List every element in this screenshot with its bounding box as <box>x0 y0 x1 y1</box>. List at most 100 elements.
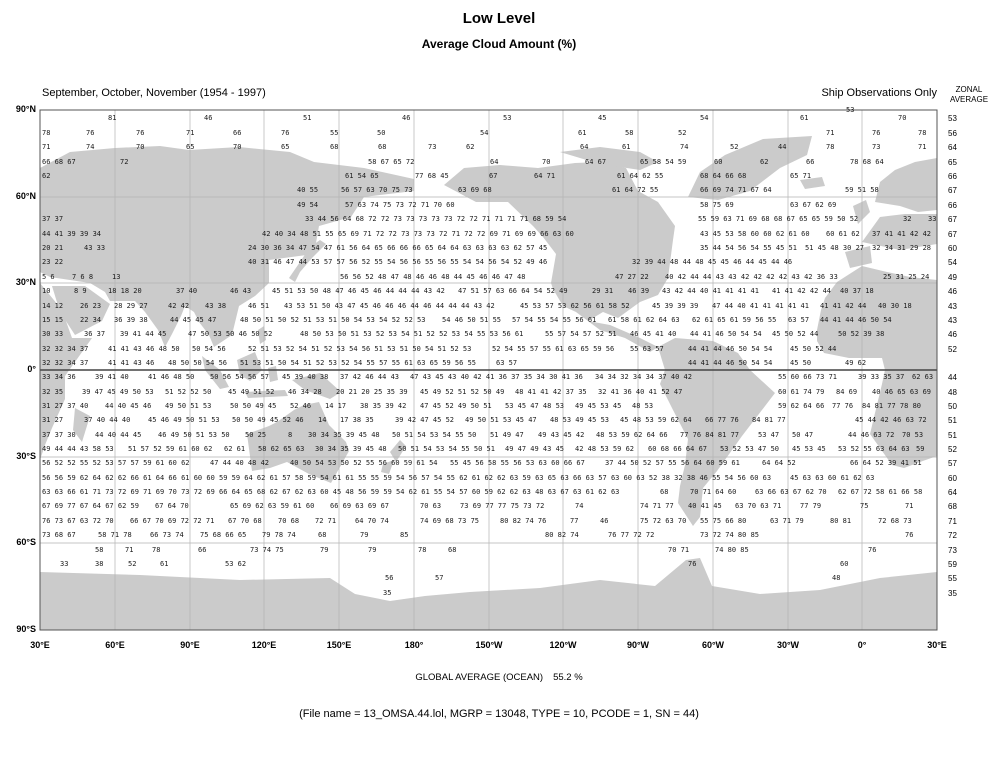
cloud-amount-values: 40 31 46 47 44 53 57 57 56 52 55 54 56 5… <box>248 258 548 266</box>
cloud-amount-values: 28 29 27 <box>114 302 148 310</box>
longitude-label: 0° <box>857 640 867 650</box>
cloud-amount-values: 51 53 51 50 54 51 52 53 52 54 55 57 55 6… <box>240 359 477 367</box>
cloud-amount-values: 59 62 64 66 <box>778 402 825 410</box>
cloud-amount-values: 76 <box>688 560 697 568</box>
cloud-amount-values: 76 <box>868 546 877 554</box>
zonal-average-value: 35 <box>948 589 957 598</box>
cloud-amount-values: 80 82 74 <box>545 531 579 539</box>
latitude-label: 60°N <box>15 191 36 201</box>
cloud-amount-values: 34 34 32 34 34 37 40 42 <box>595 373 692 381</box>
cloud-amount-values: 55 59 63 71 69 68 68 67 65 65 59 50 52 <box>698 215 859 223</box>
zonal-average-value: 52 <box>948 345 957 354</box>
cloud-amount-values: 68 <box>318 531 327 539</box>
cloud-amount-values: 53 52 53 47 50 <box>720 445 780 453</box>
cloud-amount-values: 50 50 49 45 <box>230 402 277 410</box>
cloud-amount-values: 75 72 63 70 <box>640 517 687 525</box>
iceland <box>800 177 825 189</box>
cloud-amount-values: 57 54 55 54 55 56 61 <box>512 316 597 324</box>
cloud-amount-values: 39 33 35 37 <box>858 373 905 381</box>
cloud-amount-values: 56 56 52 48 47 48 46 46 48 44 45 46 46 4… <box>340 273 526 281</box>
cloud-amount-values: 55 <box>330 129 339 137</box>
cloud-amount-values: 62 <box>760 158 769 166</box>
cloud-amount-values: 39 47 45 49 50 53 <box>82 388 154 396</box>
cloud-amount-values: 45 44 42 46 63 72 <box>855 416 927 424</box>
cloud-amount-values: 79 <box>360 531 369 539</box>
cloud-amount-values: 63 66 63 67 62 70 <box>755 488 827 496</box>
cloud-amount-values: 52 <box>678 129 687 137</box>
cloud-amount-values: 44 41 44 46 50 54 <box>820 316 892 324</box>
cloud-amount-values: 78 <box>826 143 835 151</box>
cloud-amount-values: 53 <box>846 106 855 114</box>
cloud-amount-values: 45 50 <box>790 359 812 367</box>
longitude-label: 60°W <box>701 640 725 650</box>
cloud-amount-values: 79 <box>320 546 329 554</box>
cloud-amount-values: 66 77 76 <box>705 416 739 424</box>
cloud-amount-values: 46 51 <box>248 302 270 310</box>
cloud-amount-values: 62 63 <box>912 373 934 381</box>
cloud-amount-values: 66 64 52 39 41 51 <box>850 459 922 467</box>
cloud-amount-values: 10 <box>42 287 51 295</box>
cloud-amount-values: 44 45 45 47 <box>170 316 217 324</box>
cloud-amount-values: 40 50 54 53 50 52 55 56 60 59 61 54 <box>290 459 438 467</box>
cloud-amount-values: 48 50 51 50 52 51 53 51 50 54 53 54 52 5… <box>240 316 426 324</box>
cloud-amount-values: 56 56 59 62 64 62 62 66 61 64 66 61 60 6… <box>42 474 772 482</box>
file-info-line: (File name = 13_OMSA.44.lol, MGRP = 1304… <box>299 708 699 720</box>
season-label: September, October, November (1954 - 199… <box>42 87 266 99</box>
cloud-amount-values: 73 69 77 77 75 73 72 <box>460 502 545 510</box>
cloud-amount-values: 25 31 25 24 <box>883 273 930 281</box>
cloud-amount-values: 71 <box>186 129 195 137</box>
cloud-amount-values: 54 <box>700 114 709 122</box>
longitude-label: 150°W <box>475 640 503 650</box>
cloud-amount-values: 46 34 28 <box>288 388 322 396</box>
zonal-average-value: 46 <box>948 287 957 296</box>
cloud-amount-values: 80 81 <box>830 517 852 525</box>
cloud-amount-values: 17 38 35 <box>340 416 374 424</box>
cloud-amount-values: 61 <box>578 129 587 137</box>
cloud-amount-values: 56 <box>385 574 394 582</box>
cloud-amount-values: 62 61 65 61 59 56 55 <box>692 316 777 324</box>
cloud-amount-values: 46 39 <box>628 287 650 295</box>
zonal-average-value: 72 <box>948 531 957 540</box>
cloud-amount-values: 49 47 49 43 45 <box>505 445 565 453</box>
zonal-average-value: 64 <box>948 143 957 152</box>
cloud-amount-values: 62 <box>42 172 51 180</box>
cloud-amount-values: 64 71 <box>534 172 556 180</box>
cloud-amount-values: 32 34 31 29 28 <box>872 244 932 252</box>
cloud-amount-values: 65 71 <box>790 172 812 180</box>
cloud-amount-values: 68 <box>330 143 339 151</box>
cloud-amount-values: 71 <box>42 143 51 151</box>
cloud-amount-values: 47 43 45 43 40 42 41 36 37 35 34 30 41 3… <box>410 373 583 381</box>
cloud-amount-values: 65 <box>281 143 290 151</box>
zonal-average-value: 49 <box>948 273 957 282</box>
cloud-amount-values: 7 6 8 <box>72 273 94 281</box>
cloud-amount-values: 70 63 <box>420 502 442 510</box>
cloud-amount-values: 65 69 62 63 59 61 60 <box>230 502 315 510</box>
cloud-amount-values: 71 <box>918 143 927 151</box>
cloud-amount-values: 48 41 41 42 37 35 <box>515 388 587 396</box>
cloud-amount-values: 55 75 66 80 <box>700 517 747 525</box>
cloud-amount-values: 56 52 52 55 52 53 57 57 59 61 60 62 <box>42 459 190 467</box>
cloud-amount-values: 43 33 <box>84 244 106 252</box>
cloud-amount-values: 74 <box>575 502 584 510</box>
cloud-amount-values: 49 50 51 53 <box>165 402 212 410</box>
cloud-amount-values: 47 51 57 63 66 64 54 52 49 <box>458 287 568 295</box>
longitude-label: 180° <box>404 640 424 650</box>
cloud-amount-values: 45 63 63 60 61 62 63 <box>790 474 875 482</box>
cloud-amount-values: 65 58 54 59 <box>640 158 687 166</box>
cloud-amount-values: 36 37 <box>84 330 106 338</box>
cloud-amount-values: 42 48 53 59 62 <box>575 445 635 453</box>
cloud-amount-values: 75 <box>860 502 869 510</box>
cloud-amount-values: 13 <box>112 273 121 281</box>
cloud-amount-values: 42 42 <box>168 302 190 310</box>
cloud-amount-values: 46 <box>402 114 411 122</box>
cloud-amount-values: 77 <box>570 517 579 525</box>
cloud-amount-values: 61 64 72 55 <box>612 186 659 194</box>
cloud-amount-values: 38 <box>95 560 104 568</box>
cloud-amount-values: 43 45 53 58 60 60 62 61 60 <box>700 230 810 238</box>
cloud-amount-values: 43 38 <box>205 302 227 310</box>
cloud-amount-values: 33 34 36 <box>42 373 76 381</box>
cloud-amount-values: 59 <box>916 445 925 453</box>
cloud-amount-values: 47 27 22 <box>615 273 649 281</box>
cloud-amount-values: 44 41 39 39 34 <box>42 230 102 238</box>
